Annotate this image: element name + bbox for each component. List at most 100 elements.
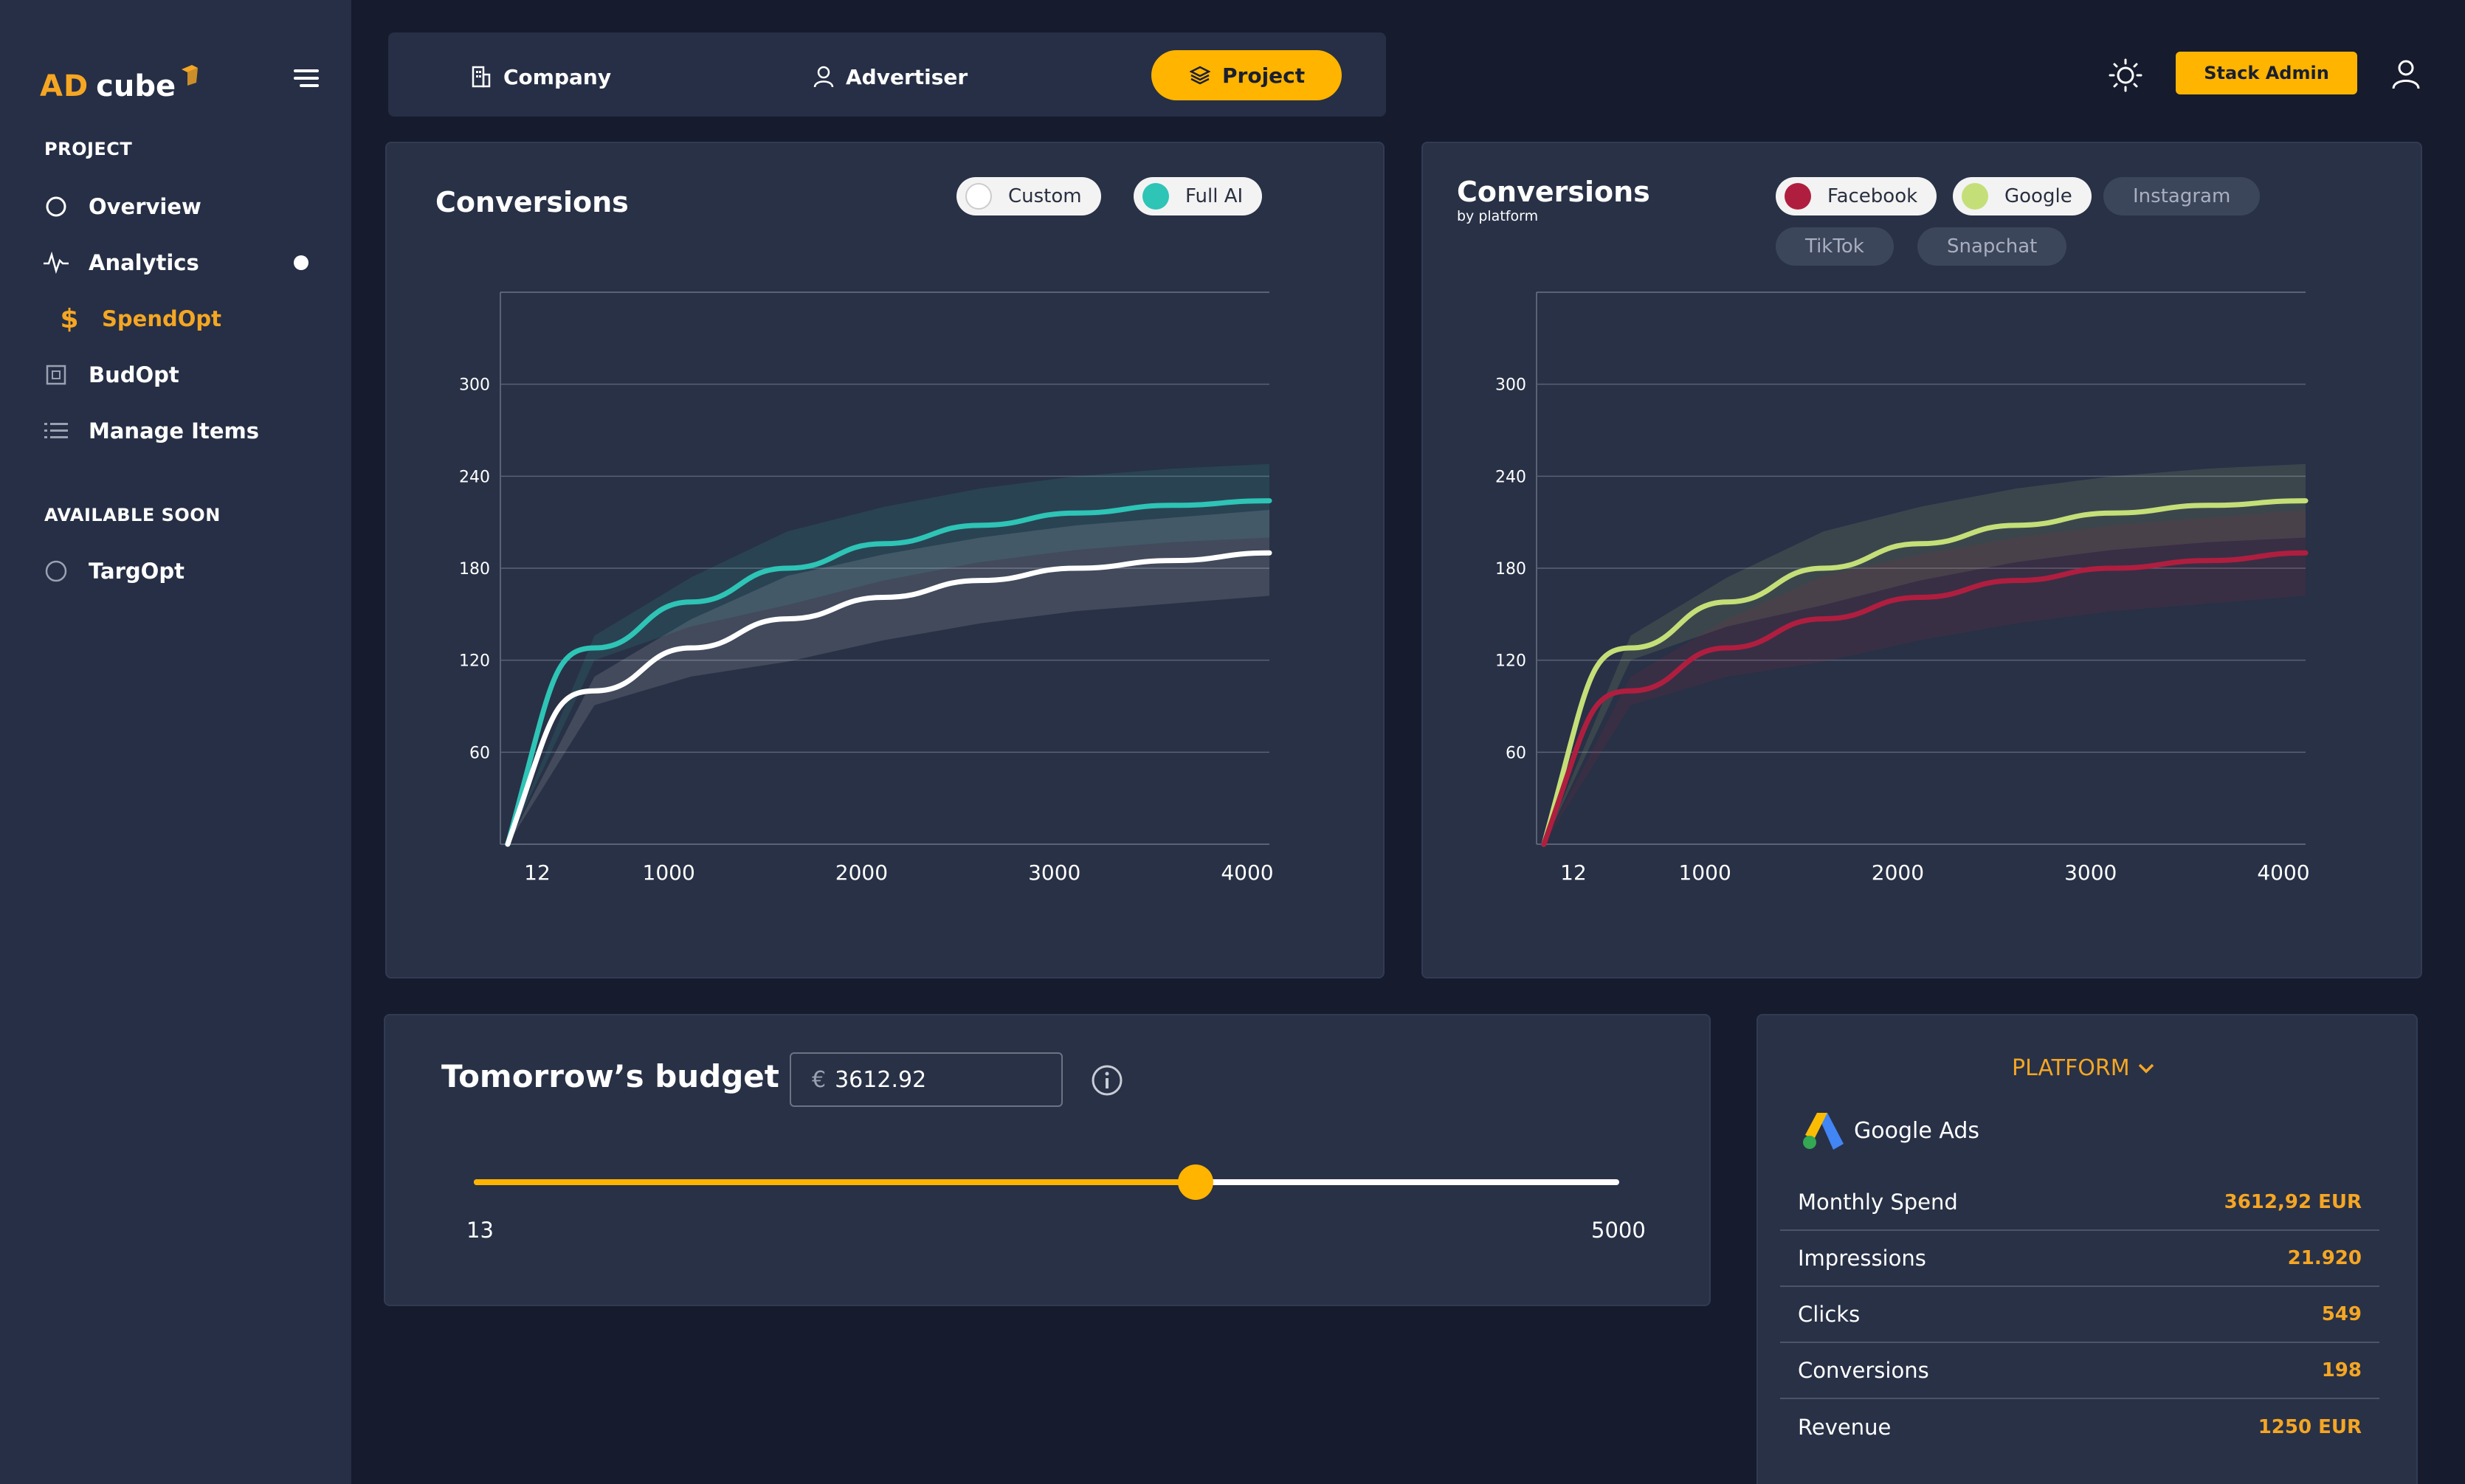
svg-text:$: $ [60, 306, 78, 332]
stat-row: Monthly Spend 3612,92 EUR [1780, 1175, 2379, 1231]
series-line-facebook [1541, 550, 2309, 847]
logo-ad: AD [40, 69, 89, 103]
slider-thumb[interactable] [1177, 1164, 1213, 1200]
y-tick-label: 60 [1506, 744, 1526, 762]
budget-title: Tomorrow’s budget [441, 1058, 779, 1094]
building-icon [469, 65, 493, 89]
x-tick-label: 12 [524, 860, 551, 885]
conversions-chart-panel: Conversions Custom Full AI 60 120 180 240 30… [385, 142, 1385, 979]
tab-label: Project [1222, 63, 1306, 88]
chart-title: Conversions [435, 186, 629, 218]
tab-advertiser[interactable]: Advertiser [812, 52, 968, 102]
chip-swatch [1785, 183, 1811, 210]
chip-swatch [1962, 183, 1988, 210]
admin-button[interactable]: Stack Admin [2176, 52, 2357, 94]
y-tick-label: 240 [459, 468, 490, 486]
logo[interactable]: AD cube [40, 59, 201, 103]
stat-label: Conversions [1798, 1358, 1929, 1383]
info-icon[interactable] [1091, 1064, 1123, 1097]
slider-min-label: 13 [466, 1218, 494, 1243]
chevron-down-icon [2138, 1063, 2154, 1073]
section-project: PROJECT [44, 139, 133, 159]
stat-value: 1250 EUR [2258, 1416, 2362, 1438]
pulse-icon [41, 248, 71, 277]
chip-snapchat[interactable]: Snapchat [1917, 227, 2067, 266]
tab-project[interactable]: Project [1151, 50, 1342, 100]
budget-slider[interactable] [474, 1164, 1619, 1200]
tab-label: Advertiser [846, 64, 968, 89]
series-line-full-ai [505, 498, 1272, 847]
stat-label: Impressions [1798, 1246, 1926, 1271]
budget-input[interactable]: € 3612.92 [790, 1052, 1063, 1107]
google-ads-icon [1803, 1113, 1844, 1150]
chip-tiktok[interactable]: TikTok [1776, 227, 1894, 266]
chip-label: TikTok [1805, 235, 1864, 258]
google-ads-logo: Google Ads [1801, 1110, 1979, 1151]
conversions-by-platform-chart: 60 120 180 240 300 12 1000 2000 3000 4000 [1495, 291, 2310, 885]
sun-icon[interactable] [2108, 58, 2143, 93]
x-tick-label: 4000 [2257, 860, 2309, 885]
chip-google[interactable]: Google [1953, 177, 2092, 215]
sidebar-item-manage-items[interactable]: Manage Items [41, 416, 259, 446]
series-band-facebook [1543, 510, 2306, 844]
sidebar-item-targopt[interactable]: TargOpt [41, 556, 185, 586]
chart-subtitle: by platform [1457, 208, 1539, 224]
chip-label: Instagram [2133, 185, 2231, 207]
menu-toggle-icon[interactable] [289, 69, 319, 92]
stat-label: Monthly Spend [1798, 1190, 1958, 1215]
toggle-full-ai[interactable]: Full AI [1134, 177, 1263, 215]
sidebar-item-label: Manage Items [89, 418, 259, 444]
layers-icon [1188, 63, 1212, 87]
stat-row: Conversions 198 [1780, 1343, 2379, 1399]
toggle-custom[interactable]: Custom [956, 177, 1101, 215]
series-band-custom [507, 510, 1270, 844]
toggle-swatch [965, 183, 992, 210]
tab-label: Company [503, 64, 612, 89]
chart-title: Conversions [1457, 176, 1650, 208]
y-tick-label: 300 [459, 376, 490, 395]
platform-dropdown[interactable]: PLATFORM [2012, 1055, 2157, 1081]
sidebar-item-overview[interactable]: Overview [41, 192, 201, 221]
sidebar-item-label: Overview [89, 194, 201, 219]
sidebar-item-budopt[interactable]: BudOpt [41, 360, 179, 390]
x-tick-label: 2000 [1872, 860, 1924, 885]
y-tick-label: 300 [1495, 376, 1526, 395]
sidebar: AD cube PROJECT Overview Analytics $ Spe… [0, 0, 351, 1484]
series-line-custom [505, 550, 1272, 847]
sidebar-item-spendopt[interactable]: $ SpendOpt [55, 304, 221, 334]
stat-row: Impressions 21.920 [1780, 1231, 2379, 1287]
sidebar-item-label: TargOpt [89, 559, 185, 584]
sidebar-item-label: SpendOpt [102, 306, 221, 331]
tab-company[interactable]: Company [469, 52, 611, 102]
stat-value: 549 [2321, 1303, 2362, 1325]
user-profile-icon[interactable] [2390, 58, 2422, 90]
toggle-label: Custom [1008, 185, 1082, 207]
slider-fill [474, 1179, 1196, 1185]
platform-dropdown-label: PLATFORM [2012, 1055, 2130, 1081]
list-icon [41, 416, 71, 446]
y-tick-label: 120 [459, 652, 490, 671]
box-icon [41, 360, 71, 390]
series-band-google [1543, 463, 2306, 844]
stat-value: 3612,92 EUR [2224, 1191, 2362, 1213]
y-tick-label: 120 [1495, 652, 1526, 671]
sidebar-item-label: Analytics [89, 250, 199, 275]
conversions-chart: 60 120 180 240 300 12 1000 2000 3000 4000 [459, 291, 1274, 885]
chip-instagram[interactable]: Instagram [2103, 177, 2261, 215]
sidebar-item-analytics[interactable]: Analytics [41, 248, 199, 277]
conversions-by-platform-panel: Conversions by platform Facebook Google … [1421, 142, 2422, 979]
toggle-swatch [1142, 183, 1169, 210]
chip-label: Snapchat [1947, 235, 2038, 258]
series-line-google [1541, 498, 2309, 847]
toggle-label: Full AI [1185, 185, 1244, 207]
stat-row: Revenue 1250 EUR [1780, 1399, 2379, 1455]
platform-name: Google Ads [1854, 1117, 1979, 1144]
stat-row: Clicks 549 [1780, 1287, 2379, 1343]
y-tick-label: 180 [1495, 560, 1526, 579]
chip-facebook[interactable]: Facebook [1776, 177, 1937, 215]
slider-max-label: 5000 [1591, 1218, 1646, 1243]
sidebar-item-label: BudOpt [89, 362, 179, 387]
x-tick-label: 4000 [1221, 860, 1273, 885]
chip-label: Facebook [1827, 185, 1918, 207]
stat-label: Clicks [1798, 1302, 1861, 1327]
